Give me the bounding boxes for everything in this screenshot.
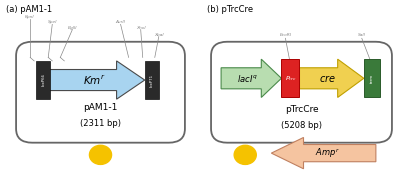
FancyBboxPatch shape — [211, 42, 391, 143]
Circle shape — [89, 145, 111, 164]
Bar — [363, 59, 379, 97]
Text: (5208 bp): (5208 bp) — [280, 121, 321, 130]
Text: loxP66: loxP66 — [41, 74, 45, 86]
Text: SalI: SalI — [357, 33, 365, 37]
Circle shape — [233, 145, 256, 164]
Polygon shape — [299, 59, 363, 97]
Text: $\mathit{Km^r}$: $\mathit{Km^r}$ — [83, 73, 105, 87]
FancyBboxPatch shape — [16, 42, 184, 143]
Bar — [281, 59, 299, 97]
Text: $\mathit{lacI^q}$: $\mathit{lacI^q}$ — [236, 73, 257, 84]
Text: (2311 bp): (2311 bp) — [80, 119, 121, 128]
Text: loxP71: loxP71 — [150, 73, 153, 87]
Text: $\mathit{Amp^r}$: $\mathit{Amp^r}$ — [314, 146, 339, 160]
Text: pTrcCre: pTrcCre — [284, 105, 318, 114]
Text: pAM1-1: pAM1-1 — [83, 103, 117, 112]
Text: XhoI: XhoI — [136, 26, 145, 30]
Text: SpeI: SpeI — [47, 20, 57, 24]
Text: AvrII: AvrII — [115, 20, 125, 24]
Bar — [36, 61, 50, 99]
Text: XbaI: XbaI — [154, 33, 163, 37]
Text: (a) pAM1-1: (a) pAM1-1 — [6, 5, 52, 14]
Text: term: term — [369, 74, 373, 83]
Text: EcoRI: EcoRI — [279, 33, 291, 37]
Text: KpnI: KpnI — [25, 15, 35, 19]
Bar — [144, 61, 158, 99]
Polygon shape — [221, 59, 281, 97]
Polygon shape — [271, 137, 375, 169]
Text: BglII: BglII — [67, 26, 77, 30]
Polygon shape — [48, 61, 144, 99]
Text: $\mathit{cre}$: $\mathit{cre}$ — [318, 73, 335, 84]
Text: $P_{trc}$: $P_{trc}$ — [284, 74, 296, 83]
Text: (b) pTrcCre: (b) pTrcCre — [207, 5, 253, 14]
